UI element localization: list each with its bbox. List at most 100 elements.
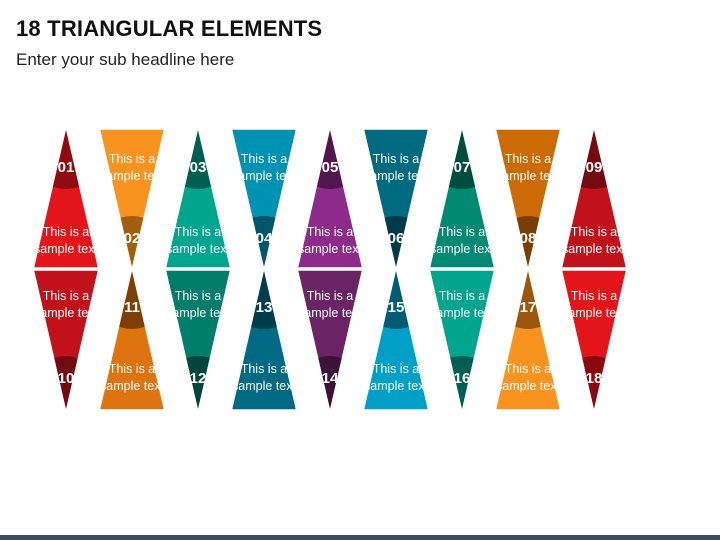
triangle-text-line: This is a [439,289,486,303]
triangle-number: 06 [388,230,405,247]
triangle-corner-band [562,130,626,189]
triangle-element-02: 02 This is a sample text [100,129,164,267]
triangle-text-line: This is a [373,152,420,166]
triangle-number: 07 [454,159,471,176]
triangle-corner-band [100,271,164,329]
triangle-shape [364,129,428,267]
bottom-bar [0,535,720,540]
triangle-number: 01 [58,159,75,176]
triangle-element-09: 09 This is a sample text [562,130,626,268]
triangle-text-line: This is a [43,289,90,303]
triangle-text-line: This is a [175,289,222,303]
triangle-text-line: sample text [298,242,362,256]
triangle-text-line: This is a [241,362,288,376]
triangle-shape [430,130,494,268]
triangle-element-14: 14 This is a sample text [298,270,362,409]
triangle-element-03: 03 This is a sample text [166,130,230,268]
triangle-number: 14 [322,370,339,387]
triangle-number: 15 [388,299,405,316]
triangle-text-line: sample text [166,242,230,256]
triangle-number: 11 [124,299,140,316]
triangle-shape [34,130,98,268]
triangle-shape [166,130,230,268]
triangle-element-06: 06 This is a sample text [364,129,428,267]
triangle-number: 03 [190,159,207,176]
triangle-number: 10 [58,370,75,387]
triangle-element-11: 11 This is a sample text [100,271,164,410]
triangle-shape [100,271,164,410]
triangle-number: 12 [190,370,207,387]
triangle-text-line: sample text [364,169,428,183]
triangle-shape [34,270,98,409]
triangle-element-12: 12 This is a sample text [166,270,230,409]
triangle-element-10: 10 This is a sample text [34,270,98,409]
triangle-text-line: This is a [439,225,486,239]
triangle-element-01: 01 This is a sample text [34,130,98,268]
triangle-shape [364,271,428,410]
triangle-corner-band [298,356,362,409]
triangle-shape [232,271,296,410]
triangle-text-line: sample text [100,169,164,183]
triangle-element-05: 05 This is a sample text [298,130,362,268]
triangle-shape [562,130,626,268]
page-title: 18 TRIANGULAR ELEMENTS [16,16,323,41]
triangle-number: 09 [586,159,603,176]
triangle-corner-band [232,271,296,329]
triangle-text-line: This is a [241,152,288,166]
triangle-shape [166,270,230,409]
triangle-element-15: 15 This is a sample text [364,271,428,410]
triangle-corner-band [430,130,494,189]
triangle-number: 05 [322,159,339,176]
triangle-text-line: This is a [505,152,552,166]
triangle-text-line: sample text [298,306,362,320]
triangle-number: 13 [256,299,273,316]
triangle-text-line: This is a [43,225,90,239]
triangle-number: 02 [124,230,141,247]
triangle-text-line: sample text [364,379,428,393]
triangle-text-line: This is a [109,152,156,166]
triangle-number: 04 [256,230,273,247]
triangle-shape [430,270,494,409]
triangle-text-line: sample text [562,242,626,256]
triangle-corner-band [34,356,98,409]
triangle-text-line: sample text [232,379,296,393]
triangle-shape [496,271,560,410]
triangle-text-line: sample text [430,242,494,256]
triangle-text-line: sample text [166,306,230,320]
triangle-text-line: This is a [175,225,222,239]
triangle-text-line: sample text [496,169,560,183]
triangle-text-line: sample text [232,169,296,183]
triangle-element-07: 07 This is a sample text [430,130,494,268]
triangle-text-line: sample text [100,379,164,393]
triangle-element-17: 17 This is a sample text [496,271,560,410]
triangle-shape [298,130,362,268]
triangle-text-line: This is a [307,289,354,303]
triangle-number: 18 [586,370,603,387]
triangle-corner-band [298,130,362,189]
triangle-corner-band [562,356,626,409]
triangle-text-line: sample text [562,306,626,320]
triangle-text-line: This is a [373,362,420,376]
triangle-text-line: sample text [430,306,494,320]
triangle-corner-band [364,271,428,329]
triangle-text-line: This is a [307,225,354,239]
triangle-text-line: sample text [496,379,560,393]
triangle-element-08: 08 This is a sample text [496,129,560,267]
triangle-corner-band [166,130,230,189]
triangle-shape [562,270,626,409]
triangle-text-line: This is a [505,362,552,376]
triangle-text-line: sample text [34,242,98,256]
triangle-element-13: 13 This is a sample text [232,271,296,410]
triangle-shape [100,129,164,267]
triangle-element-04: 04 This is a sample text [232,129,296,267]
triangle-shape [232,129,296,267]
triangle-shape [496,129,560,267]
triangle-corner-band [166,356,230,409]
triangle-element-18: 18 This is a sample text [562,270,626,409]
triangle-number: 08 [520,230,537,247]
triangle-text-line: This is a [109,362,156,376]
triangle-corner-band [430,356,494,409]
triangle-shape [298,270,362,409]
triangle-number: 16 [454,370,471,387]
